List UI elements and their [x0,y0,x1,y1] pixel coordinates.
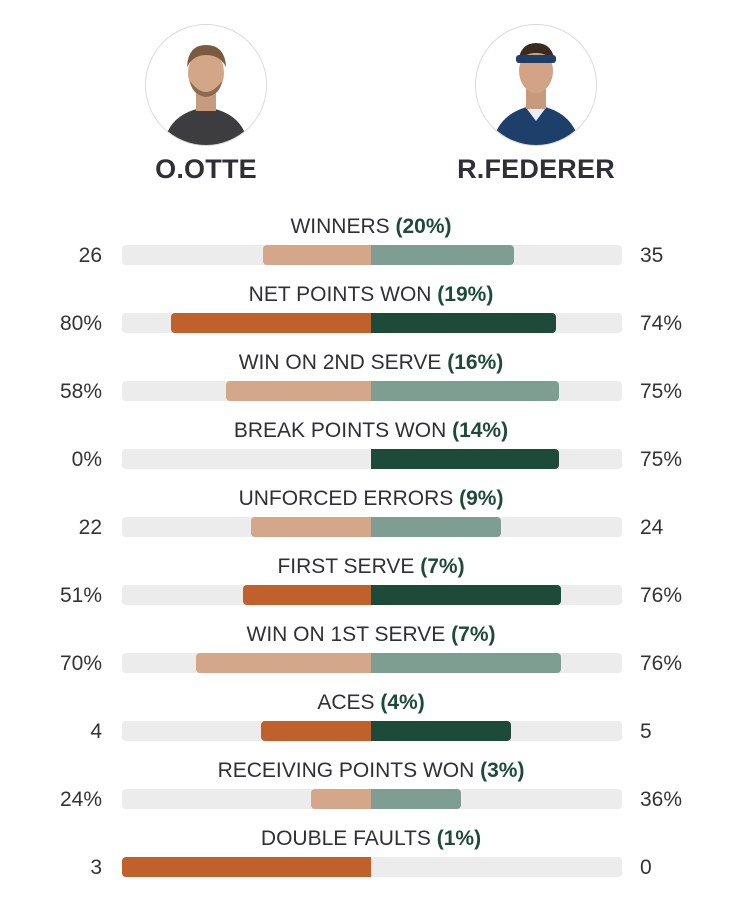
stat-bar-right [371,313,556,333]
player-photo-icon [145,24,267,146]
stat-importance: (3%) [480,759,525,782]
stat-row: NET POINTS WON (19%) 80% 74% [0,278,750,346]
stat-bar-right [371,585,561,605]
stat-value-right: 76% [640,652,683,675]
stat-label-receiving-points-won: RECEIVING POINTS WON (3%) [0,759,742,783]
stat-bar-right [371,789,461,809]
stat-importance: (14%) [452,419,509,442]
stat-row: RECEIVING POINTS WON (3%) 24% 36% [0,754,750,822]
stat-label-winners: WINNERS (20%) [0,215,742,239]
stat-bar-right [371,449,559,469]
stat-row: ACES (4%) 4 5 [0,686,750,754]
player-name-left: O.OTTE [155,154,257,184]
stat-value-left: 58% [59,380,102,403]
stat-label-win-on-1st-serve: WIN ON 1ST SERVE (7%) [0,623,742,647]
stat-label-double-faults: DOUBLE FAULTS (1%) [0,827,742,851]
stat-value-left: 80% [59,312,102,335]
stat-bar-track [122,789,622,809]
stat-row: WIN ON 1ST SERVE (7%) 70% 76% [0,618,750,686]
stat-label-text: NET POINTS WON [248,283,432,306]
stat-label-unforced-errors: UNFORCED ERRORS (9%) [0,487,742,511]
stat-bar-track [122,517,622,537]
stat-bar-left [261,721,371,741]
player-name-right: R.FEDERER [457,154,615,184]
stat-bar-left [311,789,371,809]
stat-value-right: 0 [640,856,652,879]
player-photo-icon [475,24,597,146]
stat-value-left: 22 [78,516,102,539]
stat-label-break-points-won: BREAK POINTS WON (14%) [0,419,742,443]
stat-importance: (4%) [380,691,425,714]
stat-label-win-on-2nd-serve: WIN ON 2ND SERVE (16%) [0,351,742,375]
stat-row: UNFORCED ERRORS (9%) 22 24 [0,482,750,550]
stat-importance: (7%) [420,555,465,578]
player-right: R.FEDERER [446,24,626,185]
stat-bar-track [122,245,622,265]
stat-label-text: BREAK POINTS WON [233,419,447,442]
stat-row: DOUBLE FAULTS (1%) 3 0 [0,822,750,890]
stat-bar-left [122,857,371,877]
stat-value-left: 51% [59,584,102,607]
stat-value-right: 76% [640,584,683,607]
stat-bar-track [122,721,622,741]
stat-importance: (20%) [395,215,452,238]
stat-bar-right [371,381,559,401]
stat-importance: (19%) [437,283,494,306]
stat-bar-left [196,653,371,673]
stat-value-right: 35 [640,244,664,267]
stat-bar-left [226,381,371,401]
stat-label-aces: ACES (4%) [0,691,742,715]
stat-value-left: 70% [59,652,102,675]
stat-bar-right [371,653,561,673]
stat-bar-track [122,653,622,673]
stat-value-right: 74% [640,312,683,335]
stat-value-left: 4 [90,720,102,743]
player-left: O.OTTE [116,24,296,185]
stat-bar-track [122,857,622,877]
stat-bar-right [371,721,511,741]
stat-value-left: 3 [90,856,102,879]
stat-row: FIRST SERVE (7%) 51% 76% [0,550,750,618]
stat-value-right: 24 [640,516,664,539]
stat-bar-track [122,381,622,401]
stat-label-text: ACES [317,691,375,714]
stat-row: WIN ON 2ND SERVE (16%) 58% 75% [0,346,750,414]
stat-value-right: 75% [640,380,683,403]
stat-value-right: 5 [640,720,652,743]
stat-importance: (1%) [436,827,482,850]
stat-value-left: 24% [59,788,102,811]
stat-label-text: WIN ON 1ST SERVE [246,623,446,646]
stat-bar-track [122,449,622,469]
stat-label-text: WIN ON 2ND SERVE [238,351,442,374]
stat-bar-track [122,313,622,333]
stat-row: BREAK POINTS WON (14%) 0% 75% [0,414,750,482]
stat-label-text: UNFORCED ERRORS [238,487,454,510]
stat-row: WINNERS (20%) 26 35 [0,210,750,278]
stat-value-right: 36% [640,788,683,811]
stat-value-left: 0% [71,448,102,471]
stat-label-net-points-won: NET POINTS WON (19%) [0,283,742,307]
stat-label-text: RECEIVING POINTS WON [217,759,475,782]
stat-bar-left [171,313,371,333]
stat-label-first-serve: FIRST SERVE (7%) [0,555,742,579]
stat-label-text: WINNERS [290,215,390,238]
stat-bar-right [371,245,514,265]
stat-importance: (7%) [451,623,496,646]
stat-value-right: 75% [640,448,683,471]
stat-bar-left [263,245,371,265]
stat-importance: (16%) [447,351,504,374]
stat-importance: (9%) [459,487,504,510]
stat-bar-track [122,585,622,605]
stats-list: WINNERS (20%) 26 35 NET POINTS WON (19%) 80%… [0,210,750,890]
stat-bar-left [243,585,371,605]
stat-value-left: 26 [78,244,102,267]
stat-bar-left [251,517,371,537]
stat-label-text: FIRST SERVE [277,555,415,578]
stat-label-text: DOUBLE FAULTS [260,827,431,850]
stat-bar-right [371,517,501,537]
